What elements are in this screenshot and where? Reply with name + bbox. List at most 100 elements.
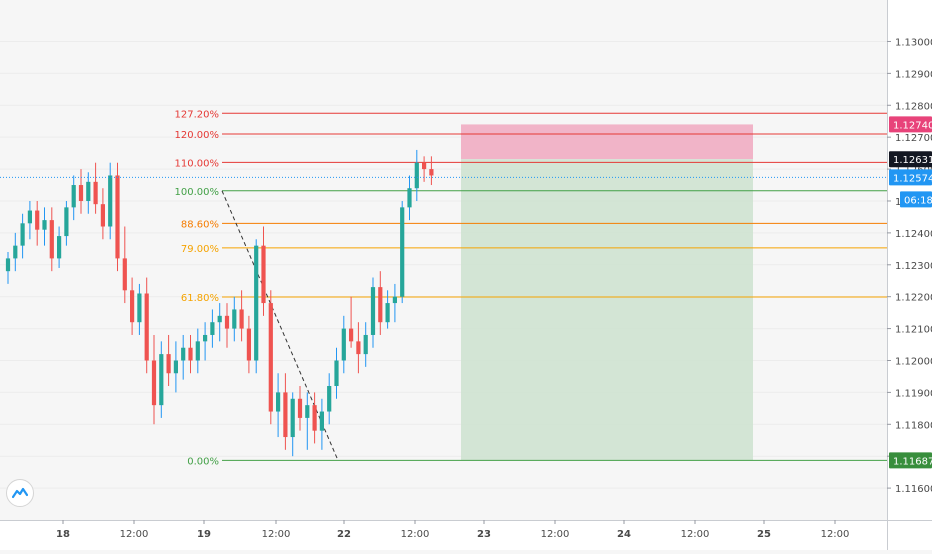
candle-body (49, 220, 54, 259)
time-axis-background (0, 520, 887, 550)
candle-body (93, 181, 98, 205)
candle-body (151, 360, 157, 406)
candle-body (400, 207, 405, 297)
price-tick-label: 1.12800 (895, 101, 932, 112)
price-tag-background (889, 116, 932, 133)
price-tag-label: 1.12574 (893, 173, 932, 184)
price-tick-label: 1.12300 (895, 261, 932, 272)
price-tick-label: 1.12900 (895, 69, 932, 80)
candle-body (276, 392, 281, 412)
candle-body (414, 162, 419, 189)
candle-body (27, 210, 32, 224)
candle-body (312, 405, 317, 431)
time-tick-label: 12:00 (541, 529, 570, 540)
candle-body (224, 315, 230, 329)
candle-body (283, 392, 288, 438)
time-tick-label: 12:00 (401, 529, 430, 540)
candle-body (385, 303, 390, 323)
tradingview-logo[interactable] (6, 479, 34, 507)
candle-body (356, 341, 361, 355)
fib-level-label: 110.00% (175, 158, 220, 169)
take-profit-zone[interactable] (461, 159, 753, 461)
candle-body (122, 258, 127, 291)
fib-level-label: 88.60% (181, 219, 219, 230)
fib-level-label: 0.00% (187, 456, 219, 467)
candle-body (78, 185, 84, 201)
price-tick-label: 1.12200 (895, 293, 932, 304)
candle-body (57, 236, 62, 259)
fib-level-label: 120.00% (175, 130, 220, 141)
candle-body (268, 303, 273, 412)
candle-body (429, 169, 434, 176)
candle-body (246, 328, 251, 361)
price-tag-background (889, 452, 932, 469)
position-tool[interactable] (461, 124, 753, 461)
time-tick-label: 12:00 (262, 529, 291, 540)
stop-loss-zone[interactable] (461, 124, 753, 160)
candle-body (181, 347, 186, 361)
candle-body (42, 220, 47, 230)
candle-body (71, 185, 76, 208)
price-tick-label: 1.11800 (895, 420, 932, 431)
fib-level-label: 100.00% (175, 187, 220, 198)
candle-body (166, 354, 171, 374)
price-tick-label: 1.12000 (895, 356, 932, 367)
time-axis[interactable]: 18 12:00 19 12:00 22 12:00 23 12:00 24 12:00 25 12:… (0, 520, 932, 550)
candle-body (159, 354, 164, 406)
candle-body (137, 293, 142, 323)
time-tick-label: 12:00 (681, 529, 710, 540)
candle-body (349, 328, 354, 342)
candle-body (422, 162, 427, 170)
candle-body (203, 334, 208, 342)
logo-icon (12, 487, 28, 499)
candle-body (13, 245, 18, 259)
candlestick-series (5, 149, 434, 457)
price-tag-background (900, 191, 932, 208)
candle-body (370, 287, 376, 335)
candle-body (5, 258, 11, 272)
candle-body (232, 309, 237, 329)
candle-body (144, 293, 149, 361)
candle-body (334, 360, 339, 387)
candle-body (130, 290, 135, 323)
candle-body (319, 411, 324, 431)
price-tag-label: 1.12740 (893, 120, 932, 131)
candle-body (363, 334, 368, 355)
time-tick-label: 18 (56, 529, 70, 540)
candle-body (100, 204, 105, 227)
candle-body (327, 386, 332, 412)
candle-body (392, 296, 397, 304)
price-tag-label: 1.11687 (893, 456, 932, 467)
candle-body (341, 328, 346, 361)
time-tick-label: 25 (757, 529, 771, 540)
candle-body (297, 398, 303, 418)
time-tick-label: 12:00 (821, 529, 850, 540)
price-tick-label: 1.12100 (895, 325, 932, 336)
candle-body (217, 315, 222, 323)
price-tag-background (889, 151, 932, 168)
price-tag-background (889, 169, 932, 186)
candle-body (305, 405, 310, 418)
fib-level-label: 127.20% (175, 109, 220, 120)
candle-body (239, 309, 244, 329)
candle-body (188, 347, 193, 361)
price-tick-label: 1.13000 (895, 37, 932, 48)
price-tick-label: 1.12700 (895, 133, 932, 144)
candle-body (20, 223, 25, 246)
candle-body (108, 175, 113, 227)
time-tick-label: 12:00 (120, 529, 149, 540)
candle-body (35, 210, 40, 230)
candle-body (290, 398, 295, 438)
candle-body (210, 322, 215, 335)
candle-body (261, 245, 266, 304)
time-tick-label: 24 (617, 529, 631, 540)
candle-body (115, 175, 120, 259)
candle-body (86, 181, 91, 201)
fibonacci-retracement[interactable]: 127.20% 120.00% 110.00% 100.00% 88.60% 79.00%… (175, 109, 888, 467)
fib-level-label: 79.00% (181, 244, 219, 255)
candle-body (64, 207, 69, 237)
time-tick-label: 22 (337, 529, 351, 540)
price-tag-label: 06:18 (904, 195, 932, 206)
